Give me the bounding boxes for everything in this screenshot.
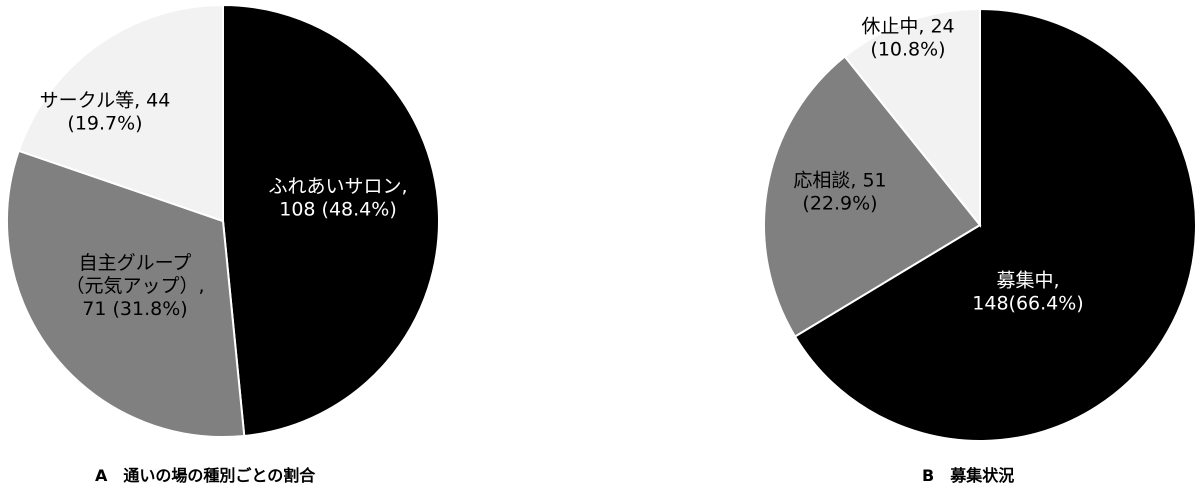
pie-a-label-2: サークル等, 44 (19.7%) [40,90,171,135]
pie-a-label-2-line-0: サークル等, 44 [40,90,171,112]
pie-a-slice-1 [6,149,246,438]
chart-b-title: B 募集状況 [922,466,1015,485]
pie-a-label-0-line-0: ふれあいサロン, [268,176,407,198]
pie-b-slice-0 [793,7,1195,442]
pie-b-slice-2 [843,7,981,228]
pie-b-label-2: 休止中, 24 (10.8%) [861,16,954,61]
pie-a-label-1: 自主グループ（元気アップ）, 71 (31.8%) [65,252,204,320]
pie-a-label-0-line-1: 108 (48.4%) [279,198,397,220]
pie-b-label-2-line-1: (10.8%) [870,38,945,60]
pie-a-label-2-line-1: (19.7%) [67,112,142,134]
pie-b-label-1: 応相談, 51 (22.9%) [793,170,886,215]
pie-a-label-0: ふれあいサロン, 108 (48.4%) [268,176,407,221]
pie-b-label-1-line-0: 応相談, 51 [793,170,886,192]
pie-chart-a: ふれあいサロン, 108 (48.4%) 自主グループ（元気アップ）, 71 (31.… [6,3,440,438]
pie-a-label-1-line-1: （元気アップ）, [65,275,204,297]
pie-a-label-1-line-0: 自主グループ [79,252,192,274]
pie-b-label-1-line-1: (22.9%) [802,192,877,214]
pie-b-slice-1 [763,55,982,338]
pie-b-label-2-line-0: 休止中, 24 [861,16,954,38]
pie-b-label-0: 募集中, 148(66.4%) [972,270,1083,315]
chart-a-title: A 通いの場の種別ごとの割合 [95,466,316,485]
pie-b-label-0-line-0: 募集中, [996,270,1059,292]
pie-chart-b: 募集中, 148(66.4%) 応相談, 51 (22.9%) 休止中, 24 (10.8… [763,7,1195,442]
pie-a-label-1-line-2: 71 (31.8%) [82,298,187,320]
pie-b-label-0-line-1: 148(66.4%) [972,292,1083,314]
pie-a-slice-0 [222,3,440,438]
pie-a-slice-2 [17,3,224,223]
